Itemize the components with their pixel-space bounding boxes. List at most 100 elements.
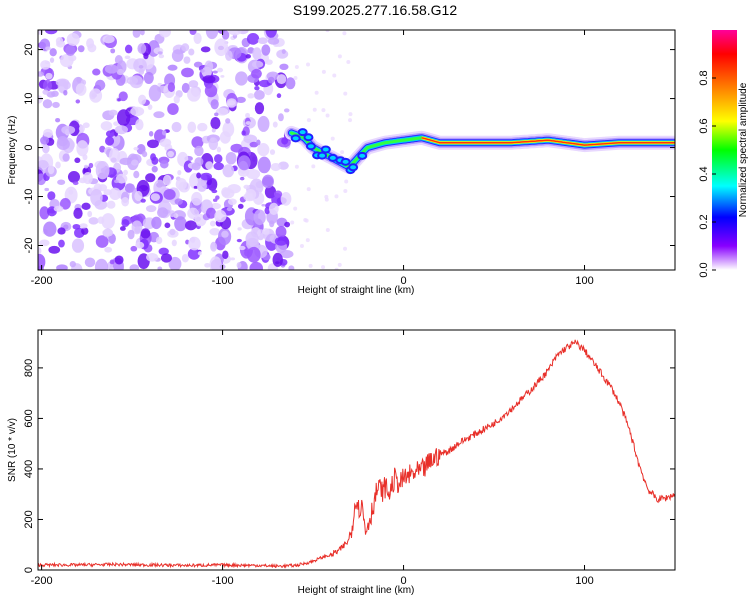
- heatmap-noise-blob: [343, 91, 348, 96]
- heatmap-noise-blob: [57, 135, 69, 147]
- heatmap-noise-blob: [140, 30, 145, 36]
- top-ytick-label: 20: [23, 43, 35, 55]
- heatmap-noise-blob: [157, 266, 163, 270]
- heatmap-noise-blob: [245, 54, 251, 59]
- heatmap-signal-knot: [290, 134, 301, 143]
- heatmap-noise-blob: [236, 262, 242, 269]
- heatmap-noise-blob: [200, 172, 213, 181]
- heatmap-noise-blob: [81, 202, 91, 210]
- heatmap-noise-blob: [348, 118, 353, 123]
- heatmap-noise-blob: [42, 143, 50, 154]
- heatmap-noise-blob: [204, 60, 214, 73]
- heatmap-noise-blob: [225, 50, 233, 61]
- heatmap-noise-blob: [65, 45, 76, 56]
- colorbar: 0.0 0.2 0.4 0.6 0.8 Normalized spectral ampl…: [698, 30, 749, 278]
- bottom-xtick-label: -200: [31, 575, 53, 587]
- bottom-ytick-label: 0: [23, 567, 35, 573]
- heatmap-noise-blob: [159, 160, 169, 169]
- heatmap-noise-blob: [235, 96, 246, 104]
- heatmap-noise-blob: [181, 67, 194, 78]
- heatmap-noise-blob: [63, 81, 71, 90]
- bottom-y-ticks: 0 200 400 600 800: [23, 359, 675, 573]
- heatmap-noise-blob: [138, 68, 145, 75]
- heatmap-noise-blob: [43, 221, 57, 237]
- heatmap-noise-blob: [277, 113, 284, 122]
- heatmap-noise-blob: [245, 188, 257, 201]
- heatmap-noise-blob: [124, 55, 131, 60]
- heatmap-noise-blob: [158, 247, 169, 256]
- heatmap-noise-blob: [214, 154, 223, 164]
- heatmap-noise-blob: [162, 174, 172, 186]
- heatmap-noise-blob: [49, 57, 55, 63]
- heatmap-noise-blob: [92, 68, 101, 76]
- heatmap-noise-blob: [245, 231, 259, 247]
- heatmap-noise-blob: [143, 71, 154, 84]
- heatmap-noise-blob: [332, 73, 337, 78]
- heatmap-noise-blob: [270, 162, 281, 172]
- heatmap-noise-blob: [253, 209, 266, 226]
- bottom-ytick-label: 600: [23, 409, 35, 427]
- heatmap-signal-knot: [305, 142, 316, 151]
- heatmap-noise-blob: [123, 169, 128, 176]
- colorbar-tick-label: 0.2: [698, 214, 710, 229]
- heatmap-noise-blob: [197, 251, 202, 256]
- bottom-x-ticks: -200 -100 0 100: [31, 330, 594, 587]
- colorbar-gradient: [712, 30, 737, 270]
- heatmap-noise-blob: [202, 75, 216, 84]
- heatmap-signal-knot: [348, 163, 359, 172]
- heatmap-noise-blob: [140, 198, 146, 203]
- heatmap-noise-blob: [239, 177, 245, 181]
- heatmap-noise-blob: [187, 87, 201, 102]
- heatmap-noise-blob: [247, 93, 255, 99]
- heatmap-noise-blob: [212, 70, 218, 74]
- heatmap-noise-blob: [116, 109, 131, 127]
- heatmap-noise-blob: [293, 75, 298, 80]
- heatmap-noise-blob: [132, 30, 141, 38]
- heatmap-noise-blob: [230, 257, 236, 261]
- heatmap-noise-blob: [337, 54, 342, 59]
- colorbar-tick-label: 0.8: [698, 70, 710, 85]
- heatmap-noise-blob: [157, 51, 163, 55]
- heatmap-noise-blob: [187, 121, 197, 133]
- heatmap-noise-blob: [114, 255, 124, 265]
- heatmap-signal-peak: [421, 137, 675, 146]
- heatmap-noise-blob: [262, 228, 270, 235]
- heatmap-noise-blob: [222, 30, 230, 40]
- heatmap-noise-blob: [220, 75, 225, 78]
- heatmap-noise-blob: [256, 139, 261, 146]
- heatmap-noise-blob: [84, 257, 96, 268]
- heatmap-noise-blob: [114, 179, 119, 184]
- top-xtick-label: 100: [575, 275, 593, 287]
- heatmap-noise-blob: [168, 256, 182, 270]
- heatmap-noise-blob: [261, 44, 271, 56]
- heatmap-noise-blob: [62, 153, 70, 162]
- heatmap-noise-blob: [325, 30, 330, 33]
- heatmap-noise-blob: [237, 227, 242, 231]
- heatmap-noise-blob: [343, 246, 348, 251]
- heatmap-noise-blob: [276, 93, 282, 99]
- heatmap-noise-blob: [252, 47, 262, 60]
- heatmap-noise-blob: [254, 102, 265, 115]
- heatmap-noise-blob: [209, 256, 222, 270]
- heatmap-noise-blob: [321, 108, 326, 113]
- heatmap-noise-blob: [209, 227, 221, 236]
- heatmap-noise-blob: [246, 169, 261, 180]
- heatmap-noise-blob: [199, 69, 205, 73]
- heatmap-noise-blob: [133, 58, 147, 73]
- heatmap-noise-blob: [325, 228, 330, 233]
- heatmap-noise-blob: [205, 30, 219, 40]
- heatmap-noise-blob: [346, 59, 351, 64]
- heatmap-noise-blob: [38, 160, 49, 169]
- heatmap-noise-blob: [181, 254, 189, 263]
- heatmap-noise-blob: [95, 161, 110, 180]
- heatmap-noise-blob: [72, 223, 81, 230]
- spectrogram-frame: [37, 29, 676, 271]
- heatmap-noise-blob: [303, 218, 308, 223]
- heatmap-noise-blob: [56, 264, 68, 270]
- heatmap-noise-blob: [245, 121, 252, 125]
- heatmap-noise-blob: [68, 189, 74, 195]
- heatmap-noise-blob: [308, 263, 313, 268]
- heatmap-noise-blob: [75, 99, 81, 104]
- heatmap-noise-blob: [109, 187, 121, 201]
- heatmap-noise-blob: [135, 241, 145, 249]
